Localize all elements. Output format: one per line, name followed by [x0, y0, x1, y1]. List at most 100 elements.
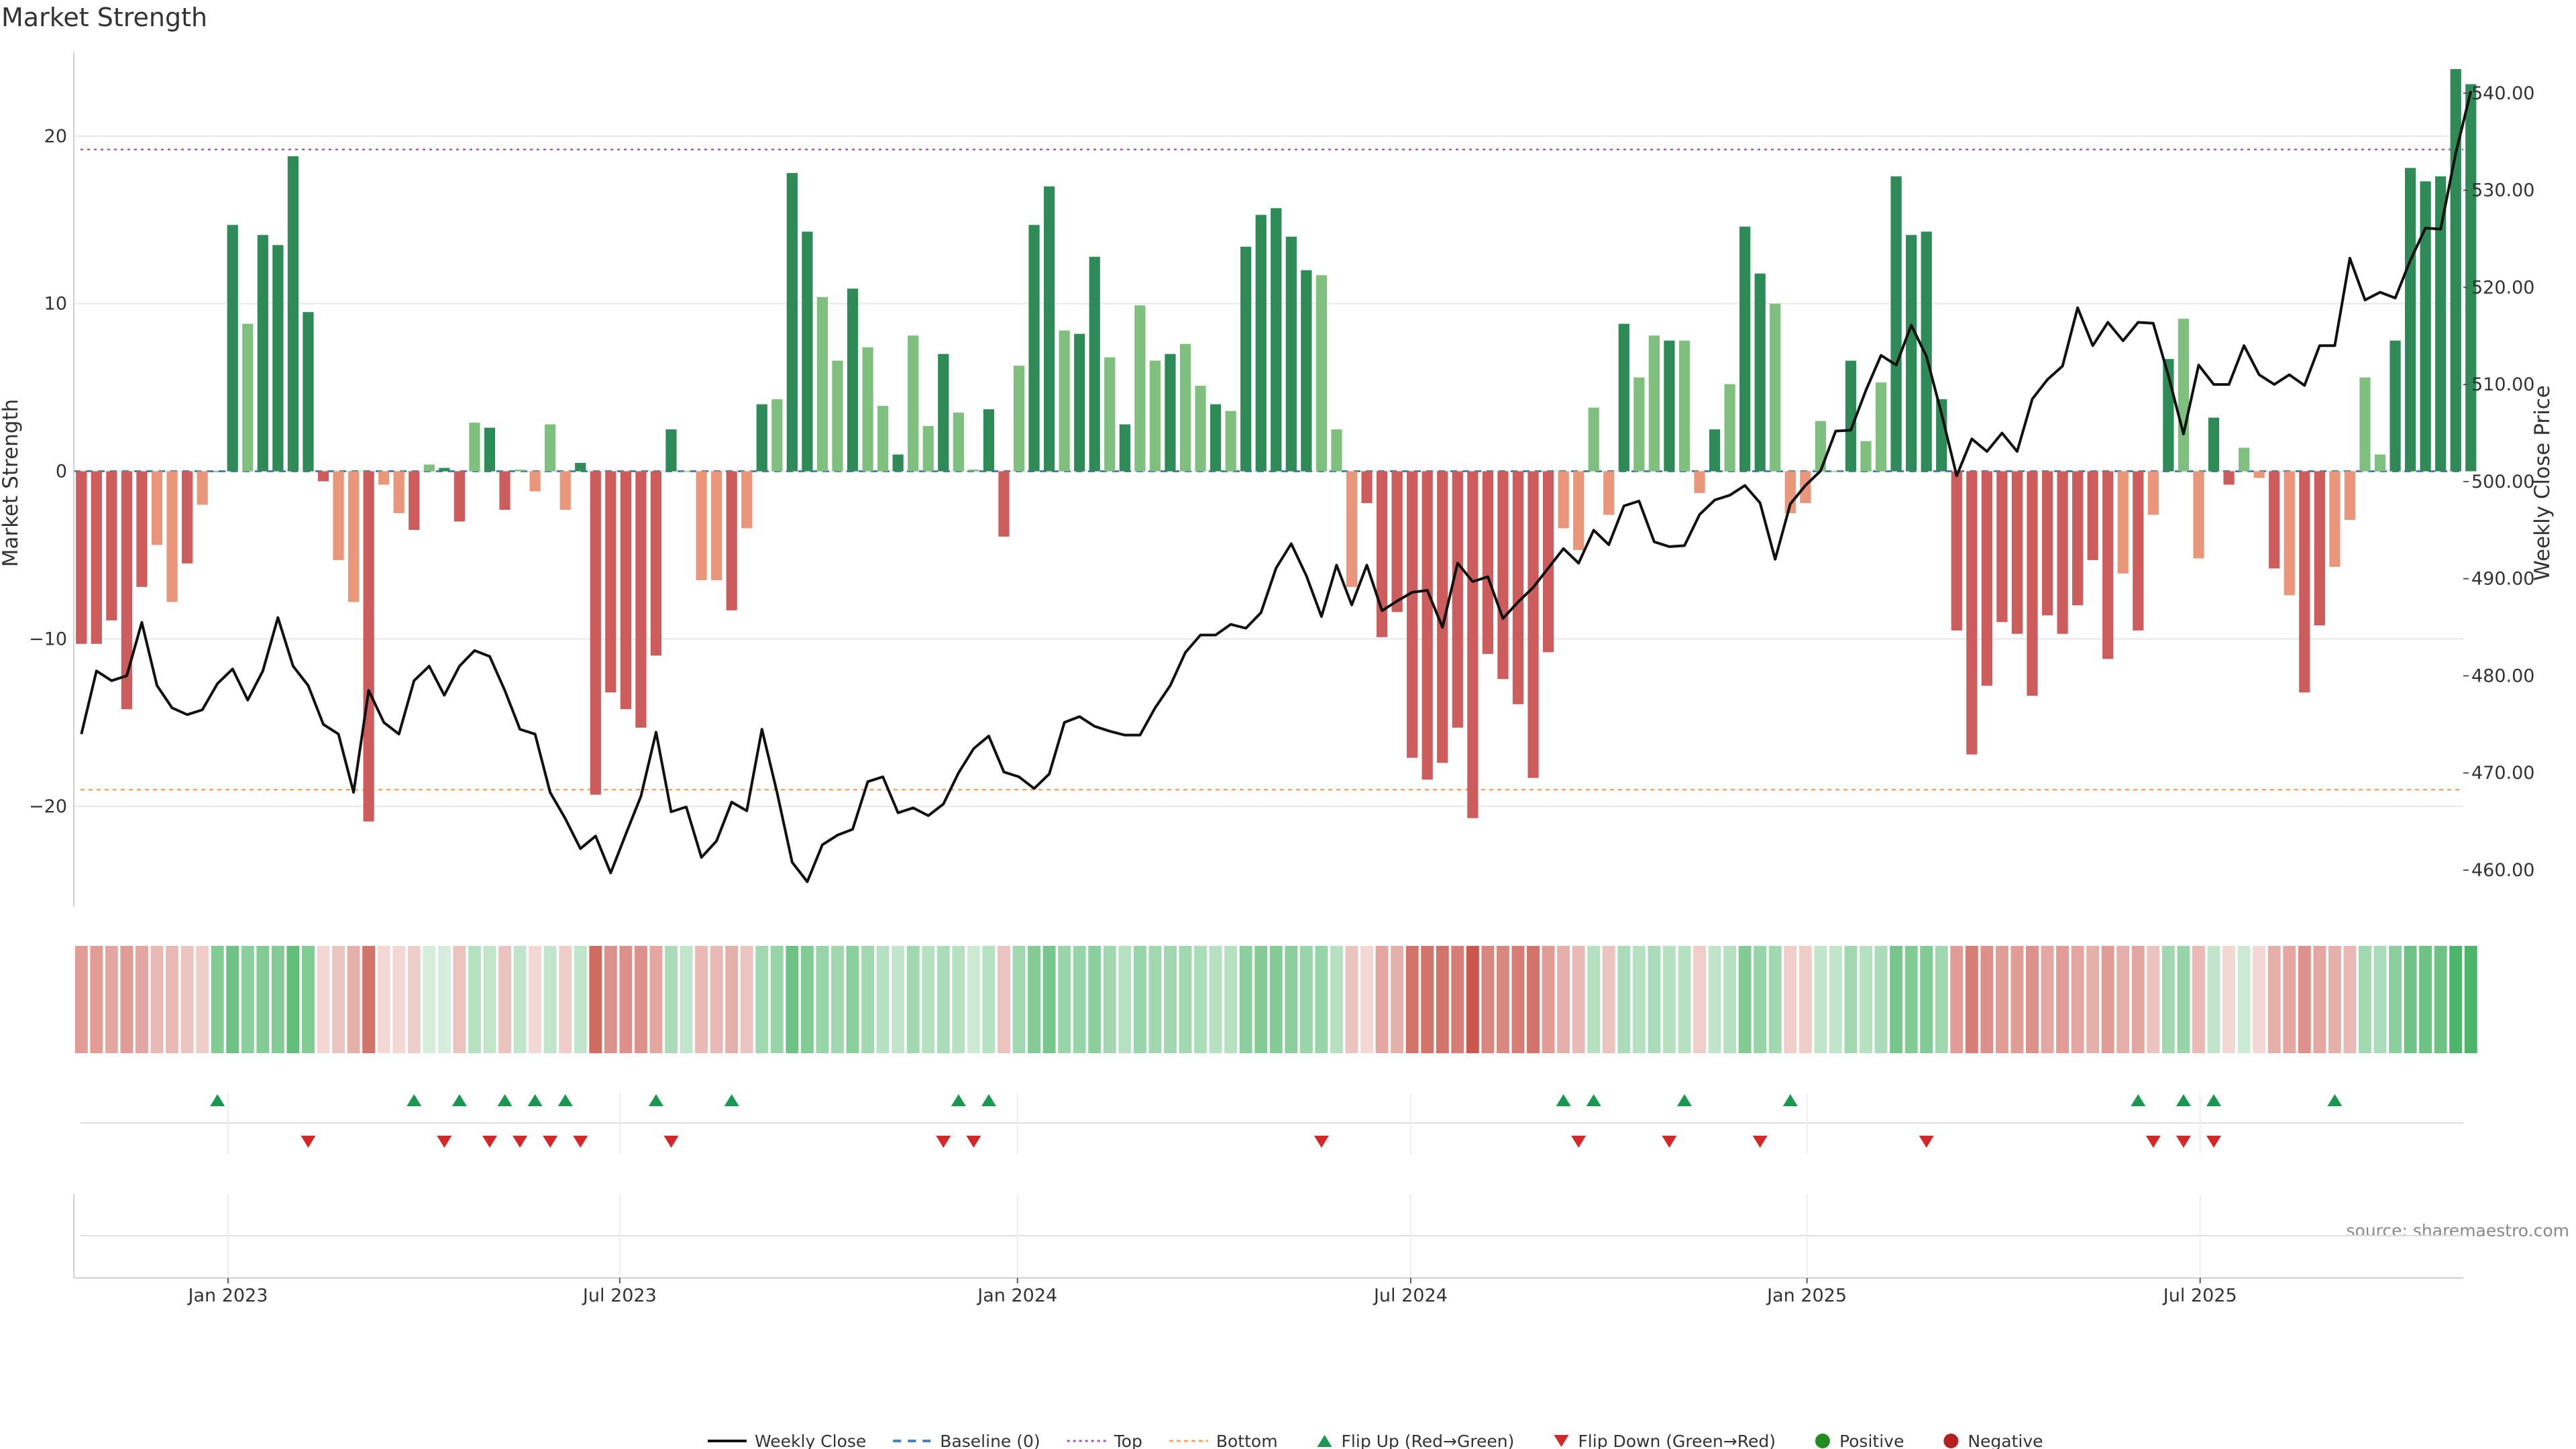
- reference-lines: [74, 148, 2463, 791]
- strength-bar: [91, 471, 102, 644]
- strength-bar: [1331, 429, 1342, 472]
- heat-cell: [2419, 946, 2432, 1053]
- flip-down-marker: [2176, 1136, 2191, 1148]
- strength-bar: [2087, 471, 2098, 560]
- strength-bar: [1497, 471, 1509, 680]
- flip-down-marker: [2206, 1136, 2222, 1148]
- strength-bar: [2133, 471, 2144, 631]
- strength-bar: [650, 471, 662, 656]
- flip-up-marker: [407, 1094, 422, 1106]
- heat-cell: [604, 946, 617, 1053]
- flip-up-marker: [648, 1094, 663, 1106]
- heat-cell: [1012, 946, 1026, 1053]
- strength-bar: [786, 172, 798, 472]
- strength-bar: [2011, 471, 2023, 634]
- y-right-tick-label: 540.00: [2471, 83, 2534, 104]
- heat-cell: [1421, 946, 1434, 1053]
- strength-bar: [1179, 343, 1191, 472]
- heat-cell: [710, 946, 723, 1053]
- strength-bar: [136, 471, 148, 587]
- heat-cell: [1904, 946, 1918, 1053]
- heat-cell: [755, 946, 769, 1053]
- strength-bar: [1165, 354, 1176, 472]
- heat-cell: [1799, 946, 1812, 1053]
- strength-bar: [1542, 471, 1554, 653]
- strength-bar: [453, 471, 465, 522]
- heat-cell: [1133, 946, 1146, 1053]
- strength-bar: [1437, 471, 1448, 763]
- flip-down-marker: [1752, 1136, 1768, 1148]
- weekly-close-line: [80, 91, 2473, 883]
- flip-up-marker: [724, 1094, 739, 1106]
- heat-cell: [892, 946, 905, 1053]
- heat-cell: [1466, 946, 1479, 1053]
- strength-bar: [1195, 386, 1206, 472]
- strength-bar: [1875, 382, 1887, 472]
- y-left-tick-label: 10: [44, 294, 67, 315]
- chart-title: Market Strength: [1, 3, 208, 32]
- heat-cell: [437, 946, 451, 1053]
- legend-label: Flip Down (Green→Red): [1578, 1432, 1776, 1449]
- strength-bar: [983, 409, 995, 472]
- heat-cell: [665, 946, 678, 1053]
- heat-cell: [317, 946, 330, 1053]
- legend-entry: Negative: [1943, 1432, 2043, 1449]
- heat-cell: [2237, 946, 2251, 1053]
- strength-bar: [1739, 226, 1751, 472]
- heat-cell: [226, 946, 239, 1053]
- strength-bar: [1482, 471, 1494, 654]
- strength-bar: [1134, 305, 1146, 472]
- heat-cell: [2101, 946, 2114, 1053]
- heat-cell: [1330, 946, 1343, 1053]
- strength-bar: [1013, 366, 1025, 472]
- legend-entry: Weekly Close: [708, 1432, 866, 1449]
- strength-bar: [1316, 275, 1328, 472]
- strength-bar: [439, 468, 450, 472]
- heat-cell: [695, 946, 708, 1053]
- heat-cell: [2449, 946, 2463, 1053]
- flip-down-marker: [482, 1136, 497, 1148]
- heat-cell: [90, 946, 103, 1053]
- legend-label: Flip Up (Red→Green): [1342, 1432, 1515, 1449]
- heat-cell: [1375, 946, 1389, 1053]
- strength-bar: [1815, 421, 1826, 472]
- heat-cell: [1391, 946, 1404, 1053]
- legend-swatch: [1317, 1435, 1332, 1447]
- heat-cell: [1572, 946, 1585, 1053]
- heat-cell: [2253, 946, 2266, 1053]
- heat-cell: [1254, 946, 1268, 1053]
- heat-cell: [271, 946, 284, 1053]
- y-left-tick-label: 0: [56, 462, 67, 482]
- strength-bar: [2284, 471, 2295, 596]
- strength-bar: [802, 231, 813, 472]
- heat-cell: [1163, 946, 1177, 1053]
- flip-down-marker: [301, 1136, 316, 1148]
- heat-cell: [1042, 946, 1056, 1053]
- heat-cell: [2010, 946, 2024, 1053]
- heat-cell: [574, 946, 587, 1053]
- strength-bar: [2238, 447, 2250, 472]
- strength-bar: [741, 471, 753, 529]
- strength-bar: [711, 471, 722, 580]
- heat-cell: [377, 946, 390, 1053]
- heat-cell: [1602, 946, 1615, 1053]
- heat-cell: [180, 946, 194, 1053]
- strength-bar: [2102, 471, 2114, 659]
- heat-cell: [936, 946, 950, 1053]
- heat-cell: [2207, 946, 2220, 1053]
- heat-cell: [1345, 946, 1358, 1053]
- y-right-tick-label: 520.00: [2471, 277, 2534, 298]
- y-right-tick-label: 470.00: [2471, 763, 2534, 784]
- strength-bar: [1694, 471, 1705, 493]
- strength-bar: [2390, 340, 2401, 472]
- strength-bar: [1996, 471, 2008, 623]
- strength-bar: [908, 335, 919, 472]
- heat-cell: [256, 946, 270, 1053]
- strength-bar: [696, 471, 707, 580]
- strength-bar: [1558, 471, 1569, 529]
- heat-cell: [740, 946, 753, 1053]
- heat-cell: [2222, 946, 2236, 1053]
- heat-cell: [1662, 946, 1676, 1053]
- strength-bar: [287, 156, 299, 472]
- strength-bar: [2223, 471, 2235, 485]
